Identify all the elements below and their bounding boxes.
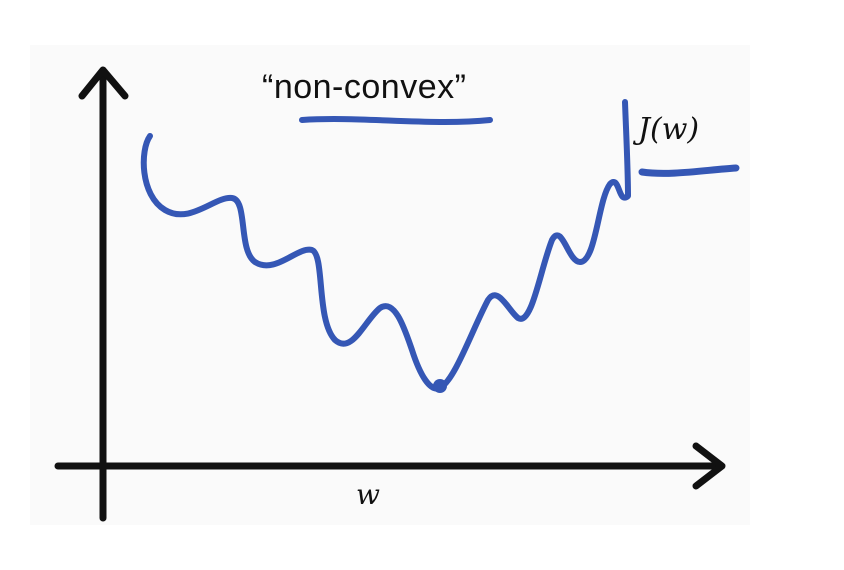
cost-curve bbox=[140, 99, 631, 392]
y-axis-arrowhead bbox=[78, 66, 129, 100]
function-label: J(w) bbox=[638, 112, 700, 147]
title-underline bbox=[299, 116, 493, 125]
global-minimum-dot bbox=[433, 379, 447, 393]
function-label-pointer bbox=[638, 164, 740, 177]
background-panel bbox=[30, 45, 750, 525]
diagram-title: “non-convex” bbox=[262, 68, 467, 106]
x-axis-arrowhead bbox=[692, 442, 726, 490]
x-axis-label: w bbox=[356, 478, 380, 511]
